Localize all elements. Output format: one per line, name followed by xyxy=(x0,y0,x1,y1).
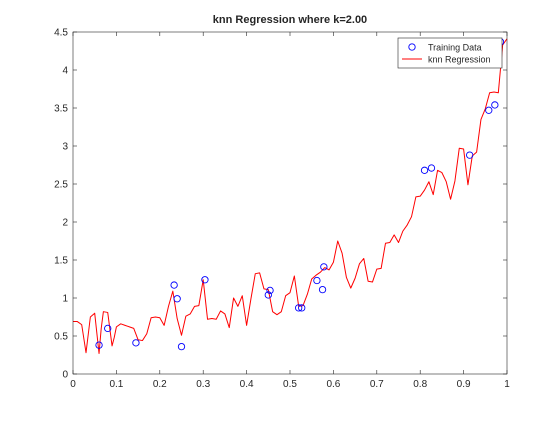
series-layer xyxy=(73,38,508,354)
chart-title: knn Regression where k=2.00 xyxy=(213,14,367,26)
training-data-point xyxy=(295,304,303,312)
y-tick-label: 3 xyxy=(62,142,68,153)
x-tick-label: 0.6 xyxy=(326,379,340,390)
training-data-point xyxy=(313,276,321,285)
training-data-point xyxy=(320,263,328,271)
training-data-point xyxy=(264,291,272,299)
x-tick-label: 0.7 xyxy=(370,379,384,390)
legend-label: Training Data xyxy=(428,43,482,53)
x-tick-label: 0 xyxy=(70,379,76,390)
y-tick-label: 1 xyxy=(62,294,68,305)
training-data-point xyxy=(177,342,186,351)
plot-area xyxy=(73,32,507,374)
x-tick-label: 1 xyxy=(504,379,510,390)
legend-label: knn Regression xyxy=(428,55,491,65)
y-axis: 0 0.5 1 1.5 2 2.5 3 3.5 4 4.5 xyxy=(54,28,507,381)
knn-regression-line xyxy=(73,38,508,354)
y-tick-label: 4 xyxy=(62,66,68,77)
training-data-point xyxy=(201,276,209,284)
legend-marker-training-data xyxy=(408,43,416,51)
training-data-point xyxy=(95,341,103,349)
training-data-point xyxy=(491,101,499,109)
training-data-point xyxy=(318,285,327,294)
training-data-point xyxy=(485,106,493,114)
y-tick-label: 0.5 xyxy=(54,332,68,343)
training-data-point xyxy=(173,295,181,303)
x-tick-label: 0.2 xyxy=(153,379,167,390)
training-data-point xyxy=(466,151,474,159)
legend-box xyxy=(397,37,503,69)
training-data-point xyxy=(104,324,112,333)
x-tick-label: 0.5 xyxy=(283,379,297,390)
y-tick-label: 2 xyxy=(62,218,68,229)
y-tick-label: 4.5 xyxy=(54,28,68,39)
x-tick-label: 0.3 xyxy=(196,379,210,390)
training-data-point xyxy=(170,281,178,289)
plot-frame xyxy=(72,31,508,375)
training-data-point xyxy=(132,339,140,347)
x-tick-label: 0.1 xyxy=(109,379,123,390)
legend: Training Data knn Regression xyxy=(397,37,503,69)
x-tick-label: 0.4 xyxy=(240,379,254,390)
y-tick-label: 1.5 xyxy=(54,256,68,267)
training-data-point xyxy=(427,164,436,172)
y-tick-label: 0 xyxy=(62,370,68,381)
training-data-point xyxy=(298,304,306,312)
training-data-point xyxy=(266,286,274,295)
y-tick-label: 3.5 xyxy=(54,104,68,115)
x-tick-label: 0.9 xyxy=(457,379,471,390)
training-data-point xyxy=(420,166,429,174)
y-tick-label: 2.5 xyxy=(54,180,68,191)
x-tick-label: 0.8 xyxy=(413,379,427,390)
x-axis: 0 0.1 0.2 0.3 0.4 0.5 0.6 0.7 0.8 0.9 1 xyxy=(70,32,510,390)
